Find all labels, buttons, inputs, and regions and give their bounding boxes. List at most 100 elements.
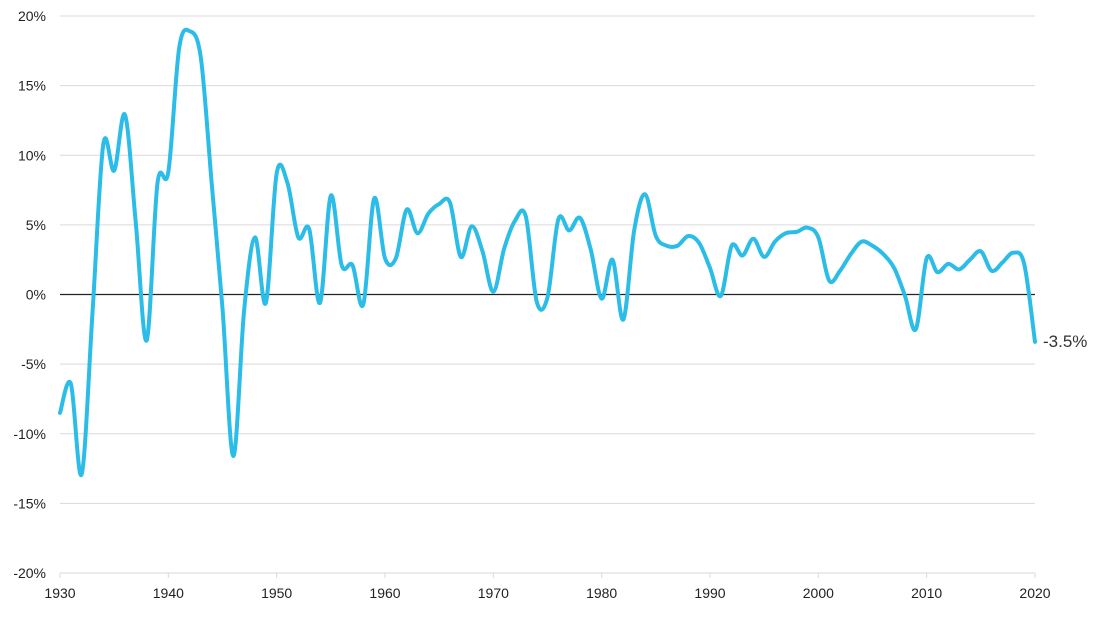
data-point <box>426 212 430 216</box>
data-point <box>730 244 734 248</box>
data-point <box>524 215 528 219</box>
data-point <box>860 240 864 244</box>
data-point <box>979 249 983 253</box>
y-tick-label: 15% <box>18 78 46 94</box>
data-point <box>546 295 550 299</box>
x-tick-label: 2020 <box>1019 585 1050 601</box>
data-point <box>903 294 907 298</box>
data-point <box>112 169 116 173</box>
data-point <box>242 308 246 312</box>
data-point <box>264 301 268 305</box>
data-point <box>838 269 842 273</box>
data-point <box>871 244 875 248</box>
x-tick-label: 1980 <box>586 585 617 601</box>
y-axis-tick-labels: 20% 15% 10% 5% 0% -5% -10% -15% -20% <box>13 8 46 581</box>
data-point <box>600 297 604 301</box>
data-point <box>210 181 214 185</box>
data-point <box>80 472 84 476</box>
data-point <box>491 290 495 294</box>
data-point <box>925 256 929 260</box>
data-point <box>329 194 333 198</box>
x-tick-label: 1930 <box>44 585 75 601</box>
data-point <box>556 217 560 221</box>
data-point <box>156 181 160 185</box>
data-point <box>145 338 149 342</box>
data-point <box>686 234 690 238</box>
data-point <box>91 311 95 315</box>
data-point <box>773 240 777 244</box>
data-point <box>578 216 582 220</box>
data-point <box>957 267 961 271</box>
data-point <box>372 196 376 200</box>
data-point <box>914 327 918 331</box>
data-point <box>69 382 73 386</box>
data-point <box>676 244 680 248</box>
data-point <box>307 227 311 231</box>
data-point <box>459 255 463 259</box>
data-point <box>231 454 235 458</box>
data-point <box>892 266 896 270</box>
data-point <box>275 171 279 175</box>
data-point <box>849 252 853 256</box>
data-point <box>784 231 788 235</box>
data-point <box>719 294 723 298</box>
data-point <box>481 249 485 253</box>
data-point <box>361 302 365 306</box>
data-point <box>351 263 355 267</box>
data-point <box>881 252 885 256</box>
data-point <box>416 231 420 235</box>
data-point <box>806 226 810 230</box>
data-point <box>936 270 940 274</box>
data-point <box>513 219 517 223</box>
data-point <box>816 235 820 239</box>
data-point <box>296 235 300 239</box>
data-point <box>795 230 799 234</box>
data-point <box>535 299 539 303</box>
data-point <box>166 170 170 174</box>
data-point <box>1001 260 1005 264</box>
data-point <box>405 208 409 212</box>
data-point <box>1022 262 1026 266</box>
y-tick-label: 20% <box>18 8 46 24</box>
data-point <box>58 411 62 415</box>
x-tick-label: 1960 <box>369 585 400 601</box>
data-point <box>643 192 647 196</box>
y-tick-label: -5% <box>21 356 46 372</box>
data-point <box>567 228 571 232</box>
y-tick-label: -20% <box>13 565 46 581</box>
x-tick-label: 2000 <box>803 585 834 601</box>
data-point <box>448 201 452 205</box>
data-point <box>123 113 127 117</box>
data-point <box>697 241 701 245</box>
data-point <box>632 228 636 232</box>
x-tick-label: 1970 <box>478 585 509 601</box>
data-point <box>502 247 506 251</box>
data-point <box>221 306 225 310</box>
x-tick-label: 1990 <box>694 585 725 601</box>
data-point <box>589 248 593 252</box>
data-point <box>968 258 972 262</box>
series-line <box>58 27 1037 477</box>
data-point <box>253 235 257 239</box>
data-point <box>1011 251 1015 255</box>
data-point <box>470 224 474 228</box>
data-point <box>751 237 755 241</box>
data-point <box>946 262 950 266</box>
data-point <box>286 181 290 185</box>
data-point <box>611 258 615 262</box>
gridlines <box>60 15 1035 574</box>
y-tick-label: 10% <box>18 147 46 163</box>
data-point <box>134 221 138 225</box>
y-tick-label: -15% <box>13 495 46 511</box>
data-point <box>101 142 105 146</box>
x-tick-label: 2010 <box>911 585 942 601</box>
x-tick-label: 1940 <box>153 585 184 601</box>
data-point <box>621 318 625 322</box>
x-axis-tick-labels: 1930 1940 1950 1960 1970 1980 1990 2000 2010 2020 <box>44 573 1051 601</box>
data-point <box>665 244 669 248</box>
data-point <box>1033 340 1037 344</box>
data-point <box>708 266 712 270</box>
end-value-label: -3.5% <box>1043 332 1087 351</box>
data-point <box>383 256 387 260</box>
